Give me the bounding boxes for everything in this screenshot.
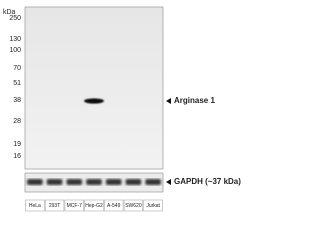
marker-label: 19 bbox=[13, 141, 21, 148]
marker-label: 100 bbox=[9, 47, 21, 54]
lane-label: Hep-G2 bbox=[85, 203, 103, 209]
target-arrow bbox=[166, 98, 171, 104]
lane-box bbox=[143, 199, 163, 212]
marker-label: 130 bbox=[9, 36, 21, 43]
lane-label: HeLa bbox=[29, 203, 41, 209]
marker-label: 70 bbox=[13, 65, 21, 72]
main-blot bbox=[24, 6, 164, 170]
gapdh-band bbox=[125, 179, 142, 185]
lane-label: MCF-7 bbox=[67, 203, 82, 209]
lane-label: SW620 bbox=[125, 203, 142, 209]
gapdh-band bbox=[66, 179, 83, 185]
gapdh-band bbox=[46, 179, 63, 185]
marker-label: 28 bbox=[13, 118, 21, 125]
marker-labels: 250 130 100 70 51 38 28 19 16 bbox=[9, 15, 21, 160]
control-arrow bbox=[166, 179, 171, 185]
loading-control-label: GAPDH (~37 kDa) bbox=[174, 177, 241, 186]
lane-box bbox=[64, 199, 84, 212]
lane-label: 293T bbox=[49, 203, 60, 209]
gapdh-band bbox=[145, 179, 161, 185]
marker-label: 38 bbox=[13, 97, 21, 104]
unit-label: kDa bbox=[3, 9, 16, 16]
lane-labels: HeLa 293T MCF-7 Hep-G2 A-549 SW620 Jurkat bbox=[25, 199, 163, 212]
lane-label: Jurkat bbox=[146, 203, 160, 209]
gapdh-band bbox=[105, 179, 122, 185]
gapdh-band bbox=[27, 179, 43, 185]
marker-label: 250 bbox=[9, 15, 21, 22]
target-label: Arginase 1 bbox=[174, 96, 215, 105]
lane-box bbox=[123, 199, 144, 212]
lane-box bbox=[44, 199, 65, 212]
lane-box bbox=[84, 199, 104, 212]
marker-label: 16 bbox=[13, 153, 21, 160]
lane-label: A-549 bbox=[107, 203, 121, 209]
gapdh-band bbox=[86, 179, 102, 185]
lane-box bbox=[25, 199, 45, 212]
western-blot-figure: kDa Arginase 1 GAPDH (~37 kDa) HeLa 293T M… bbox=[3, 6, 241, 212]
gapdh-bands bbox=[27, 179, 161, 185]
marker-label: 51 bbox=[13, 80, 21, 87]
target-band bbox=[84, 98, 104, 104]
lane-box bbox=[104, 199, 124, 212]
